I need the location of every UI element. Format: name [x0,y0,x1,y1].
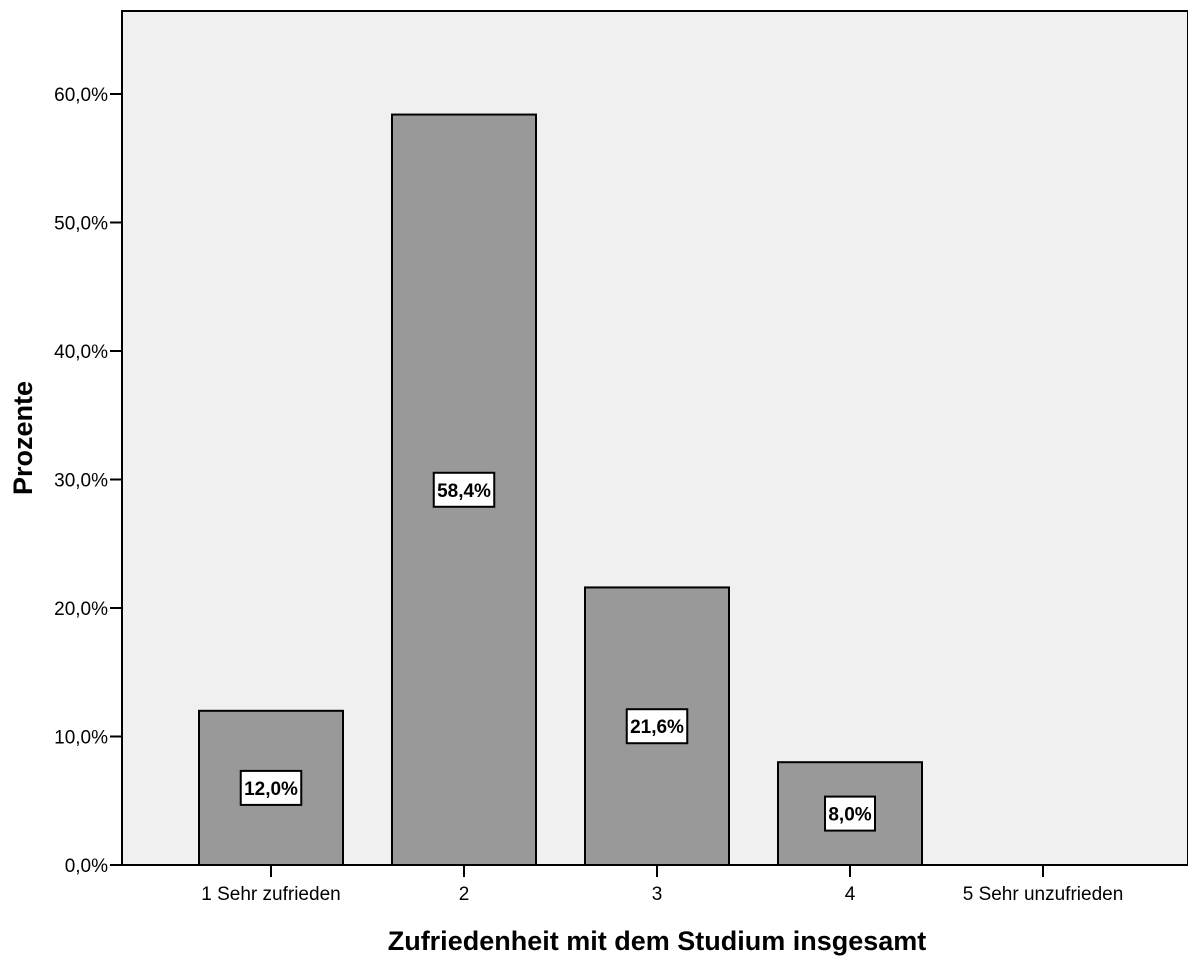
x-axis: 1 Sehr zufrieden 2 3 4 5 Sehr unzufrieden [122,864,1188,905]
x-tick-label: 4 [845,884,856,905]
data-label-box [625,708,689,745]
y-tick-label: 40,0% [54,342,108,363]
y-tick-label: 50,0% [54,214,108,235]
data-label: 8,0% [828,805,871,826]
data-label-box [432,471,496,508]
y-tick-label: 20,0% [54,599,108,620]
data-label-box [824,795,876,832]
y-tick-label: 30,0% [54,471,108,492]
y-axis: 0,0% 10,0% 20,0% 30,0% 40,0% 50,0% 60,0% [54,85,122,877]
x-tick-label: 5 Sehr unzufrieden [963,884,1124,905]
data-label: 12,0% [244,779,298,800]
x-tick-label: 2 [459,884,470,905]
data-label: 58,4% [437,481,491,502]
bars: 12,0% 58,4% 21,6% 8,0% [198,113,923,867]
x-tick-label: 3 [652,884,663,905]
x-axis-title: Zufriedenheit mit dem Studium insgesamt [388,926,927,956]
data-label-box [239,769,303,806]
y-tick-label: 10,0% [54,728,108,749]
y-tick-label: 0,0% [65,856,108,877]
y-tick-label: 60,0% [54,85,108,106]
y-axis-title: Prozente [8,381,38,495]
x-tick-label: 1 Sehr zufrieden [201,884,340,905]
data-label: 21,6% [630,717,684,738]
